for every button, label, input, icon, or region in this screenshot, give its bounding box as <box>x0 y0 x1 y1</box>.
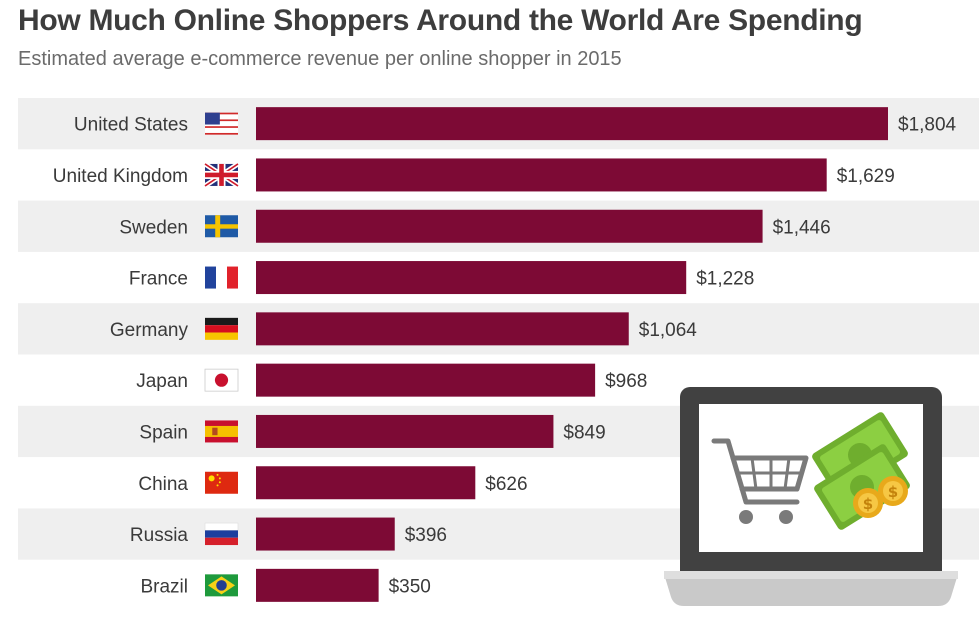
country-label: United States <box>74 115 188 136</box>
japan-flag-icon <box>204 368 239 392</box>
value-label: $1,064 <box>639 320 698 341</box>
spain-flag-icon <box>205 420 238 443</box>
bar-china <box>256 466 476 500</box>
value-label: $626 <box>485 474 527 495</box>
country-label: China <box>138 474 188 495</box>
svg-text:$: $ <box>863 495 873 513</box>
bar-germany <box>256 312 629 346</box>
country-label: Russia <box>130 525 189 546</box>
france-flag-icon <box>205 266 238 289</box>
value-labels: $1,804 $1,629 $1,446 $1,228 $1,064 $968 $849 $6… <box>389 115 957 598</box>
chart-title: How Much Online Shoppers Around the Worl… <box>18 4 863 37</box>
country-label: Germany <box>110 320 189 341</box>
bar-russia <box>256 517 395 551</box>
bar-sweden <box>256 209 763 243</box>
country-label: Japan <box>136 371 188 392</box>
svg-text:$: $ <box>888 483 898 501</box>
brazil-flag-icon <box>205 574 238 597</box>
china-flag-icon <box>205 471 238 494</box>
country-label: Brazil <box>140 576 188 597</box>
value-label: $849 <box>563 422 605 443</box>
coins-icon: $ $ <box>853 476 908 518</box>
value-label: $1,629 <box>837 166 895 187</box>
germany-flag-icon <box>205 317 238 340</box>
bar-france <box>256 261 687 295</box>
value-label: $396 <box>405 525 447 546</box>
laptop-icon <box>664 387 958 606</box>
flags-group <box>203 112 240 597</box>
value-label: $1,446 <box>773 217 831 238</box>
country-label: France <box>129 269 188 290</box>
uk-flag-icon <box>203 161 240 189</box>
bar-spain <box>256 414 554 448</box>
bar-united-states <box>256 107 888 141</box>
country-label: Spain <box>139 422 188 443</box>
us-flag-icon <box>205 112 238 135</box>
value-label: $1,804 <box>898 115 957 136</box>
bar-japan <box>256 363 596 397</box>
bar-brazil <box>256 568 379 602</box>
shopping-cart-icon <box>711 438 809 524</box>
country-label: Sweden <box>119 217 188 238</box>
banknotes-icon <box>812 412 910 530</box>
bar-united-kingdom <box>256 158 827 192</box>
russia-flag-icon <box>204 522 239 546</box>
country-label: United Kingdom <box>53 166 188 187</box>
sweden-flag-icon <box>205 215 238 238</box>
value-label: $1,228 <box>696 269 754 290</box>
chart-subtitle: Estimated average e-commerce revenue per… <box>18 48 622 70</box>
country-labels: United States United Kingdom Sweden France G… <box>53 115 189 598</box>
bars-group <box>256 107 888 602</box>
value-label: $968 <box>605 371 647 392</box>
value-label: $350 <box>389 576 431 597</box>
